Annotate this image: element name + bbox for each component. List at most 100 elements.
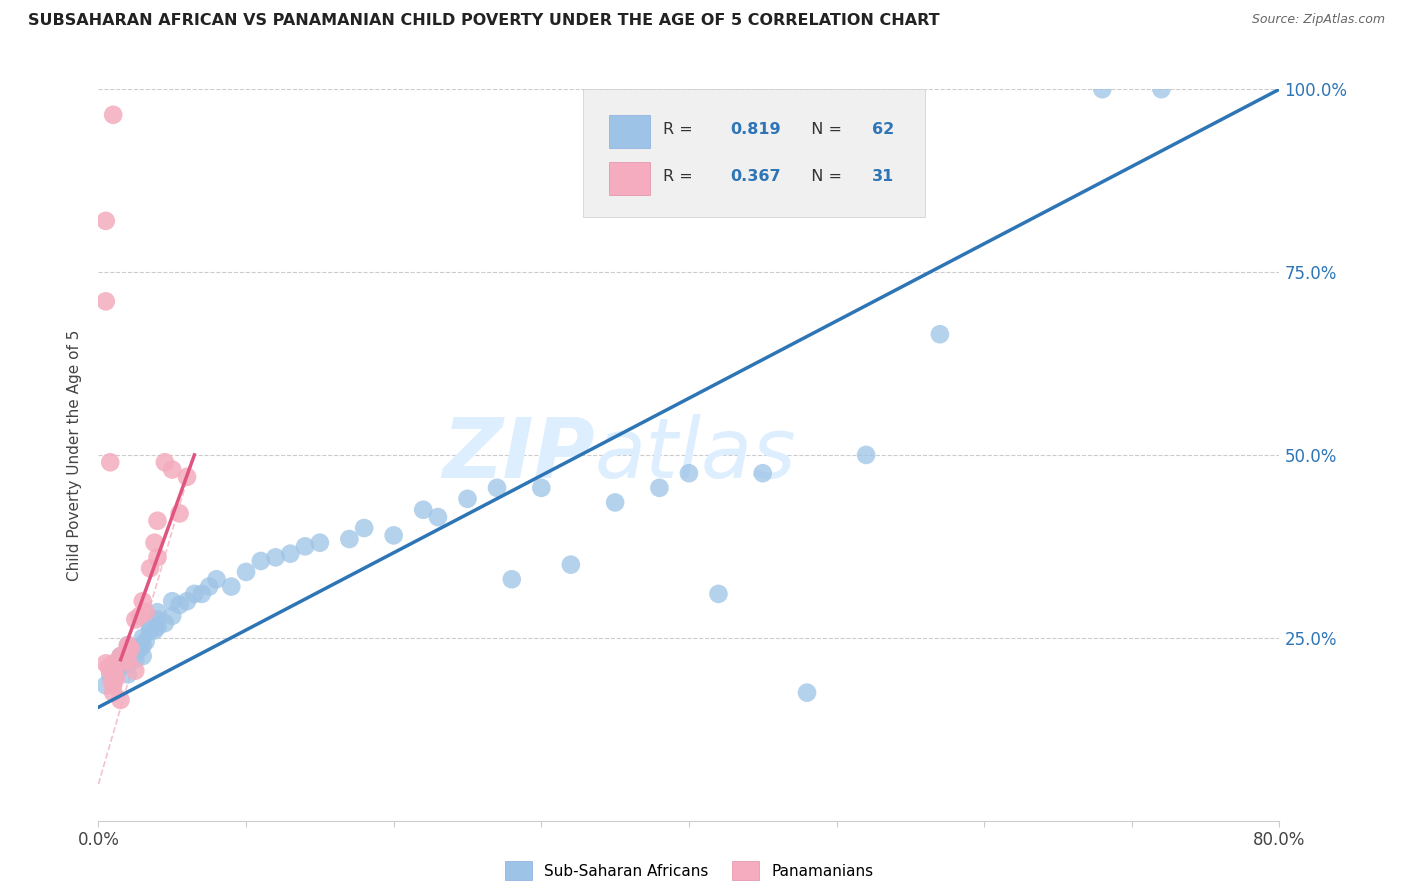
Point xyxy=(105,667,128,681)
Point xyxy=(124,653,146,667)
Legend: Sub-Saharan Africans, Panamanians: Sub-Saharan Africans, Panamanians xyxy=(498,855,880,886)
Point xyxy=(94,214,117,228)
Point xyxy=(111,653,134,667)
Point xyxy=(456,491,478,506)
Point xyxy=(117,653,139,667)
Text: 0.367: 0.367 xyxy=(730,169,780,185)
Point xyxy=(162,462,183,476)
Point xyxy=(176,594,198,608)
Point xyxy=(98,667,121,681)
Point xyxy=(97,660,120,674)
Point xyxy=(94,294,117,309)
Point xyxy=(183,587,205,601)
Point xyxy=(117,657,139,671)
Point xyxy=(117,638,139,652)
Y-axis label: Child Poverty Under the Age of 5: Child Poverty Under the Age of 5 xyxy=(67,329,83,581)
Point xyxy=(382,528,405,542)
Point xyxy=(103,678,125,692)
Text: ZIP: ZIP xyxy=(441,415,595,495)
Point xyxy=(124,645,146,659)
Point xyxy=(117,641,139,656)
Point xyxy=(124,613,146,627)
Text: R =: R = xyxy=(664,122,697,137)
Text: 0.819: 0.819 xyxy=(730,122,780,137)
Point xyxy=(169,598,191,612)
Point xyxy=(707,587,730,601)
Point xyxy=(132,594,155,608)
Point xyxy=(139,624,162,638)
Point xyxy=(176,470,198,484)
Point xyxy=(103,108,125,122)
Text: N =: N = xyxy=(801,122,848,137)
Text: 62: 62 xyxy=(872,122,894,137)
Point xyxy=(110,649,132,664)
Point xyxy=(235,565,257,579)
Point xyxy=(530,481,553,495)
Point xyxy=(1091,82,1114,96)
Point xyxy=(110,693,132,707)
FancyBboxPatch shape xyxy=(582,89,925,218)
Point xyxy=(146,550,169,565)
Point xyxy=(146,620,169,634)
Text: R =: R = xyxy=(664,169,697,185)
Point xyxy=(427,510,450,524)
Point xyxy=(278,547,302,561)
Text: Source: ZipAtlas.com: Source: ZipAtlas.com xyxy=(1251,13,1385,27)
Point xyxy=(294,539,316,553)
Point xyxy=(103,674,125,689)
Point xyxy=(169,507,191,521)
Point xyxy=(146,613,169,627)
Point xyxy=(94,678,117,692)
Point xyxy=(751,466,773,480)
Point xyxy=(486,481,509,495)
Point xyxy=(146,605,169,619)
FancyBboxPatch shape xyxy=(609,115,650,148)
Point xyxy=(605,495,627,509)
Point xyxy=(648,481,671,495)
Point xyxy=(103,657,125,671)
Point xyxy=(198,580,221,594)
Point xyxy=(191,587,214,601)
Point xyxy=(855,448,877,462)
Point xyxy=(110,660,132,674)
Text: N =: N = xyxy=(801,169,848,185)
Point xyxy=(135,605,157,619)
Point xyxy=(153,455,176,469)
Point xyxy=(128,608,150,623)
Point xyxy=(501,572,523,586)
Point xyxy=(117,667,139,681)
Point xyxy=(162,608,183,623)
Point xyxy=(560,558,582,572)
Point xyxy=(128,641,150,656)
Point xyxy=(132,638,155,652)
Point xyxy=(103,686,125,700)
Point xyxy=(796,686,818,700)
Point xyxy=(108,657,131,671)
Point xyxy=(117,649,139,664)
Point xyxy=(135,634,157,648)
FancyBboxPatch shape xyxy=(609,162,650,195)
Point xyxy=(309,535,332,549)
Point xyxy=(678,466,700,480)
Point xyxy=(1150,82,1173,96)
Text: atlas: atlas xyxy=(595,415,796,495)
Point xyxy=(143,535,166,549)
Point xyxy=(114,649,136,664)
Point xyxy=(117,638,139,652)
Point xyxy=(412,503,434,517)
Text: 31: 31 xyxy=(872,169,894,185)
Point xyxy=(114,653,136,667)
Text: SUBSAHARAN AFRICAN VS PANAMANIAN CHILD POVERTY UNDER THE AGE OF 5 CORRELATION CH: SUBSAHARAN AFRICAN VS PANAMANIAN CHILD P… xyxy=(28,13,939,29)
Point xyxy=(132,649,155,664)
Point xyxy=(143,624,166,638)
Point xyxy=(139,620,162,634)
Point xyxy=(100,674,122,689)
Point xyxy=(124,664,146,678)
Point xyxy=(103,660,125,674)
Point xyxy=(120,641,142,656)
Point xyxy=(139,561,162,575)
Point xyxy=(928,327,950,342)
Point xyxy=(205,572,228,586)
Point xyxy=(98,664,121,678)
Point xyxy=(110,649,132,664)
